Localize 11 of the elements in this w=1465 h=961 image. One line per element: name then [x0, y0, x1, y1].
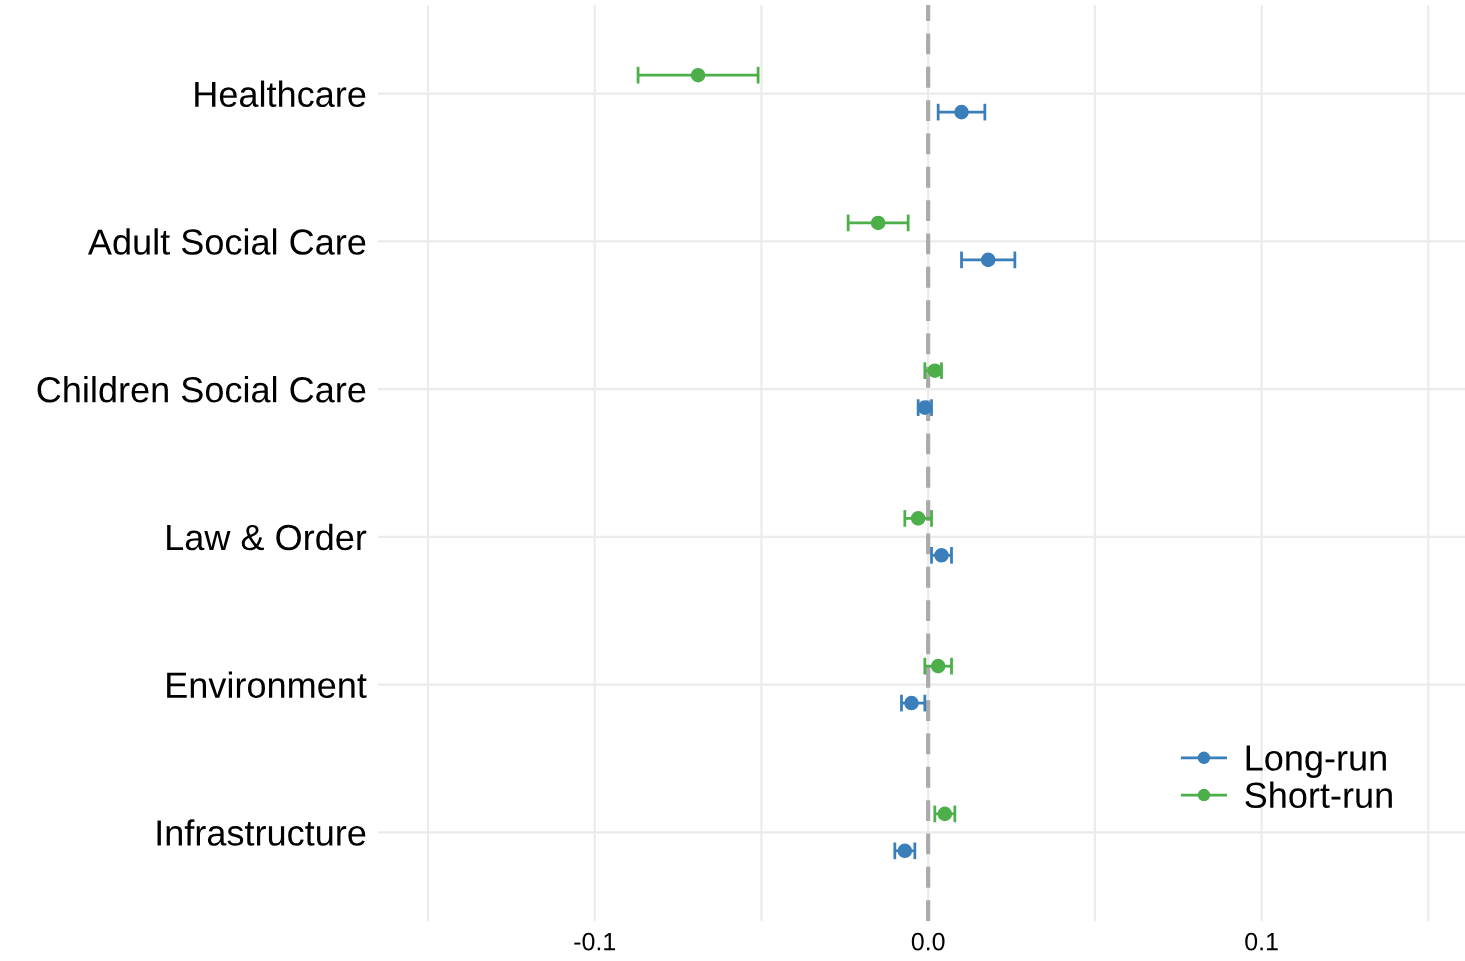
x-tick-label: -0.1: [574, 932, 616, 951]
x-tick-label: 0.0: [911, 932, 945, 951]
y-tick-label: Infrastructure: [157, 819, 366, 846]
x-tick-label: 0.1: [1245, 932, 1278, 951]
y-tick-label: Adult Social Care: [87, 228, 366, 255]
y-tick-label: Environment: [167, 671, 367, 699]
y-tick-label: Law & Order: [167, 523, 367, 551]
y-tick-label: Children Social Care: [37, 376, 366, 403]
y-tick-label: Healthcare: [195, 80, 366, 108]
legend-label: Long-run: [1246, 745, 1386, 778]
legend-label: Short-run: [1245, 781, 1392, 809]
